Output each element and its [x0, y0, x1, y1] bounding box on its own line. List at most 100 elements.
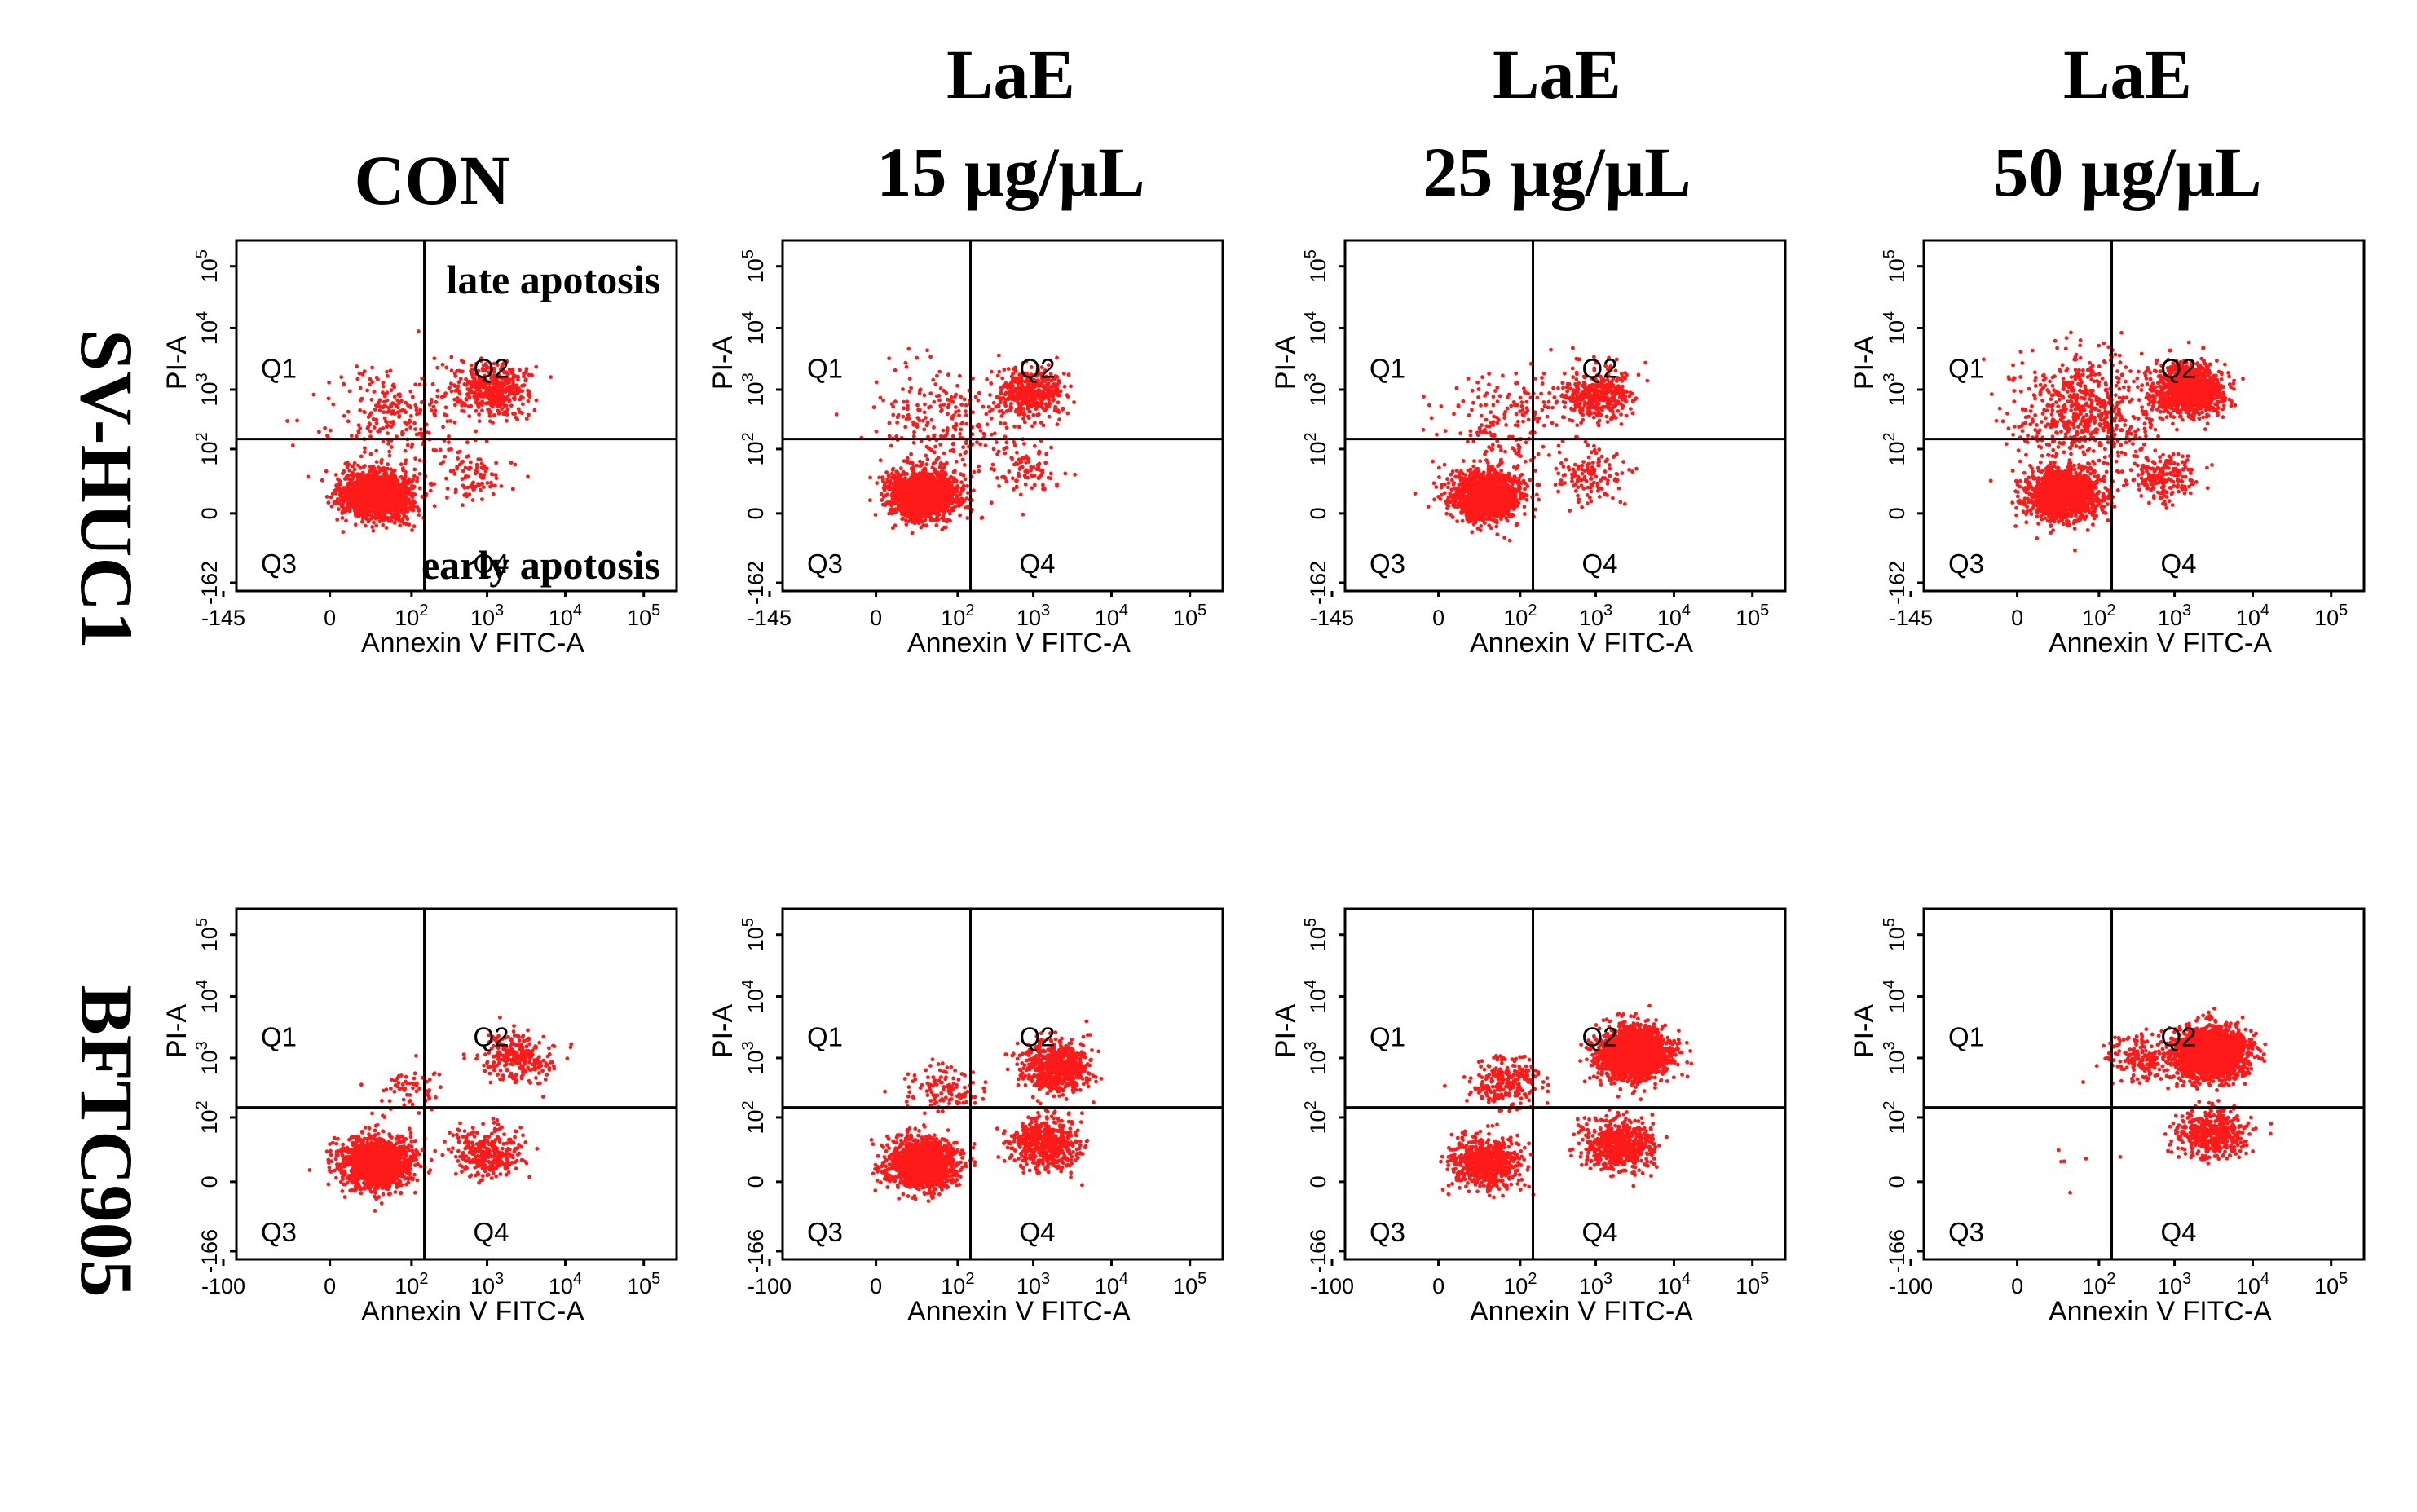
event-point: [445, 487, 450, 491]
event-point: [476, 403, 480, 408]
event-point: [430, 382, 435, 386]
event-point: [372, 390, 377, 394]
event-point: [386, 466, 390, 471]
annotation-early-apoptosis: early apotosis: [421, 542, 660, 588]
scatter-panel: -145 0 102 103 104 105-1620102103104105Annexi…: [1270, 239, 1787, 659]
event-point: [455, 466, 459, 471]
event-point: [1029, 468, 1033, 473]
event-point: [946, 405, 950, 410]
event-point: [496, 384, 501, 388]
event-point: [924, 496, 928, 500]
event-point: [959, 403, 964, 407]
row-header: BFTC905: [65, 985, 148, 1297]
event-point: [526, 399, 531, 403]
tick-label: 103: [1017, 602, 1050, 630]
event-point: [346, 485, 351, 490]
event-point: [403, 448, 408, 453]
event-point: [377, 398, 382, 403]
event-point: [1021, 512, 1025, 517]
event-point: [889, 402, 894, 407]
event-point: [398, 523, 403, 528]
event-point: [924, 453, 928, 458]
event-point: [522, 383, 527, 387]
event-point: [953, 427, 958, 432]
event-point: [1039, 389, 1043, 394]
event-point: [1040, 468, 1045, 473]
event-point: [354, 497, 359, 502]
event-point: [959, 395, 964, 399]
event-point: [532, 408, 537, 412]
event-point: [985, 422, 990, 427]
event-point: [960, 497, 965, 502]
tick-label: 0: [870, 606, 882, 630]
event-point: [935, 501, 939, 506]
event-point: [1043, 461, 1048, 465]
event-point: [1065, 393, 1070, 398]
event-point: [467, 492, 472, 496]
event-point: [878, 458, 883, 463]
event-point: [1025, 475, 1030, 480]
event-point: [894, 501, 898, 505]
event-point: [1000, 376, 1005, 381]
event-point: [505, 407, 510, 412]
event-point: [428, 488, 433, 493]
event-point: [352, 467, 357, 472]
event-point: [474, 408, 479, 413]
event-point: [467, 395, 472, 399]
event-point: [452, 372, 457, 376]
event-point: [996, 395, 1001, 399]
event-point: [485, 395, 490, 400]
column-header: CON: [354, 141, 509, 219]
event-point: [343, 461, 348, 466]
event-point: [891, 510, 896, 515]
event-point: [505, 397, 509, 402]
event-point: [479, 461, 484, 465]
event-point: [371, 465, 376, 469]
event-point: [353, 522, 358, 527]
event-point: [955, 489, 959, 493]
event-point: [1049, 445, 1053, 450]
event-point: [462, 493, 467, 497]
event-point: [937, 465, 942, 469]
event-point: [965, 483, 969, 488]
event-point: [1052, 408, 1057, 413]
event-point: [950, 488, 955, 493]
event-point: [945, 489, 950, 494]
event-point: [393, 493, 398, 498]
event-point: [386, 373, 390, 378]
event-point: [452, 397, 457, 402]
event-point: [965, 516, 970, 520]
event-point: [472, 487, 476, 492]
event-point: [929, 417, 934, 422]
event-point: [443, 405, 448, 410]
tick-label: 103: [193, 372, 222, 406]
event-point: [432, 504, 437, 509]
event-point: [1446, 481, 1451, 485]
tick-label: 102: [739, 432, 768, 465]
event-point: [946, 397, 950, 402]
event-point: [389, 445, 394, 449]
event-point: [366, 483, 370, 487]
event-point: [488, 419, 492, 424]
y-axis-label: PI-A: [708, 336, 739, 390]
event-point: [921, 522, 926, 527]
event-point: [388, 368, 393, 373]
event-point: [936, 456, 941, 461]
event-point: [373, 475, 378, 480]
event-point: [938, 409, 943, 414]
event-point: [975, 440, 979, 444]
event-point: [412, 421, 417, 425]
event-point: [889, 507, 893, 512]
event-point: [383, 392, 387, 396]
event-point: [420, 495, 425, 499]
event-point: [346, 508, 351, 513]
event-point: [379, 461, 384, 465]
event-point: [441, 425, 445, 430]
quadrant-label: Q4: [1020, 549, 1056, 579]
event-point: [1057, 417, 1061, 422]
event-point: [376, 403, 380, 408]
event-point: [999, 414, 1004, 418]
event-point: [326, 396, 331, 401]
event-point: [951, 449, 956, 454]
event-point: [368, 465, 373, 469]
